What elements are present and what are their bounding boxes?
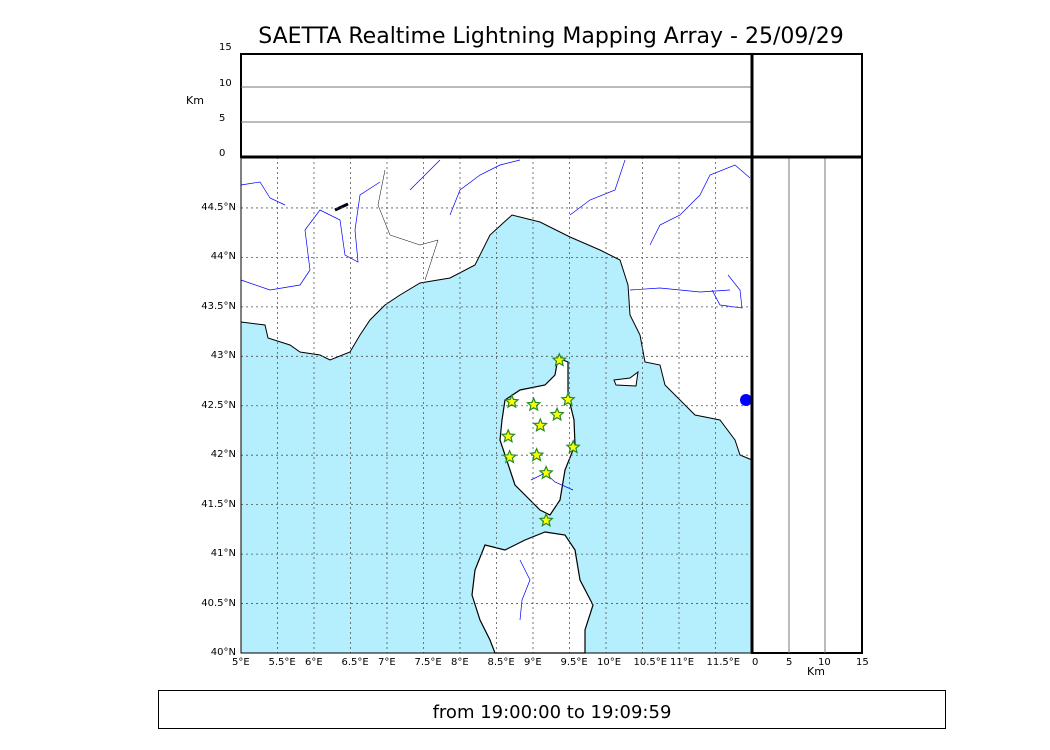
- lon-tick: 6°E: [305, 657, 323, 668]
- rivers: [240, 159, 751, 621]
- lat-tick: 40°N: [210, 647, 236, 658]
- lightning-source-marker: [504, 393, 520, 409]
- lon-tick: 8.5°E: [487, 657, 515, 668]
- lat-tick: 40.5°N: [201, 597, 236, 609]
- corsica: [499, 357, 576, 516]
- graticule: [241, 157, 752, 653]
- lon-tick: 9°E: [524, 657, 542, 668]
- lightning-source-marker: [526, 396, 542, 412]
- figure-title: SAETTA Realtime Lightning Mapping Array …: [258, 24, 844, 49]
- lightning-source-marker: [565, 439, 581, 454]
- lightning-source-marker: [532, 417, 549, 433]
- lightning-source-marker: [551, 352, 567, 367]
- lake: [740, 394, 752, 406]
- lightning-sources: [500, 352, 581, 527]
- alt-tick: 5: [219, 113, 226, 124]
- latalt-tick: 0: [752, 657, 759, 668]
- lightning-source-marker: [529, 447, 545, 462]
- lightning-source-marker: [538, 464, 554, 480]
- lightning-source-marker: [549, 406, 565, 422]
- lon-tick: 9.5°E: [560, 657, 588, 668]
- time-range: from 19:00:00 to 19:09:59: [158, 690, 946, 729]
- alt-tick: 10: [219, 78, 232, 89]
- lat-tick: 42°N: [210, 449, 236, 461]
- lat-tick: 41.5°N: [201, 498, 236, 510]
- lat-tick: 41°N: [210, 548, 236, 560]
- alt-ylabel: Km: [186, 94, 204, 107]
- lake-geneva: [334, 202, 349, 212]
- lightning-source-marker: [538, 512, 554, 527]
- lat-tick: 44.5°N: [201, 201, 236, 213]
- lat-tick: 44°N: [210, 251, 236, 263]
- lon-tick: 11°E: [670, 657, 695, 668]
- lightning-source-marker: [502, 449, 518, 464]
- sardinia: [471, 531, 594, 654]
- alt-tick: 15: [219, 42, 232, 53]
- panel-frames: [240, 53, 863, 654]
- latalt-tick: 15: [856, 657, 869, 668]
- lon-tick: 8°E: [451, 657, 469, 668]
- lon-tick: 10.5°E: [633, 657, 668, 668]
- lon-tick: 5.5°E: [268, 657, 296, 668]
- alt-tick: 0: [219, 148, 226, 159]
- latalt-tick: 10: [818, 657, 831, 668]
- lon-tick: 11.5°E: [706, 657, 741, 668]
- latalt-xlabel: Km: [807, 665, 825, 678]
- lon-tick: 7°E: [378, 657, 396, 668]
- lon-tick: 6.5°E: [341, 657, 369, 668]
- lightning-source-marker: [500, 428, 516, 443]
- latalt-tick: 5: [786, 657, 793, 668]
- elba: [613, 370, 639, 387]
- lat-tick: 43°N: [210, 350, 236, 362]
- border: [377, 169, 439, 281]
- lon-tick: 7.5°E: [414, 657, 442, 668]
- lat-tick: 42.5°N: [201, 399, 236, 411]
- lon-tick: 5°E: [232, 657, 250, 668]
- lon-tick: 10°E: [597, 657, 622, 668]
- lightning-source-marker: [560, 391, 576, 407]
- lat-tick: 43.5°N: [201, 300, 236, 312]
